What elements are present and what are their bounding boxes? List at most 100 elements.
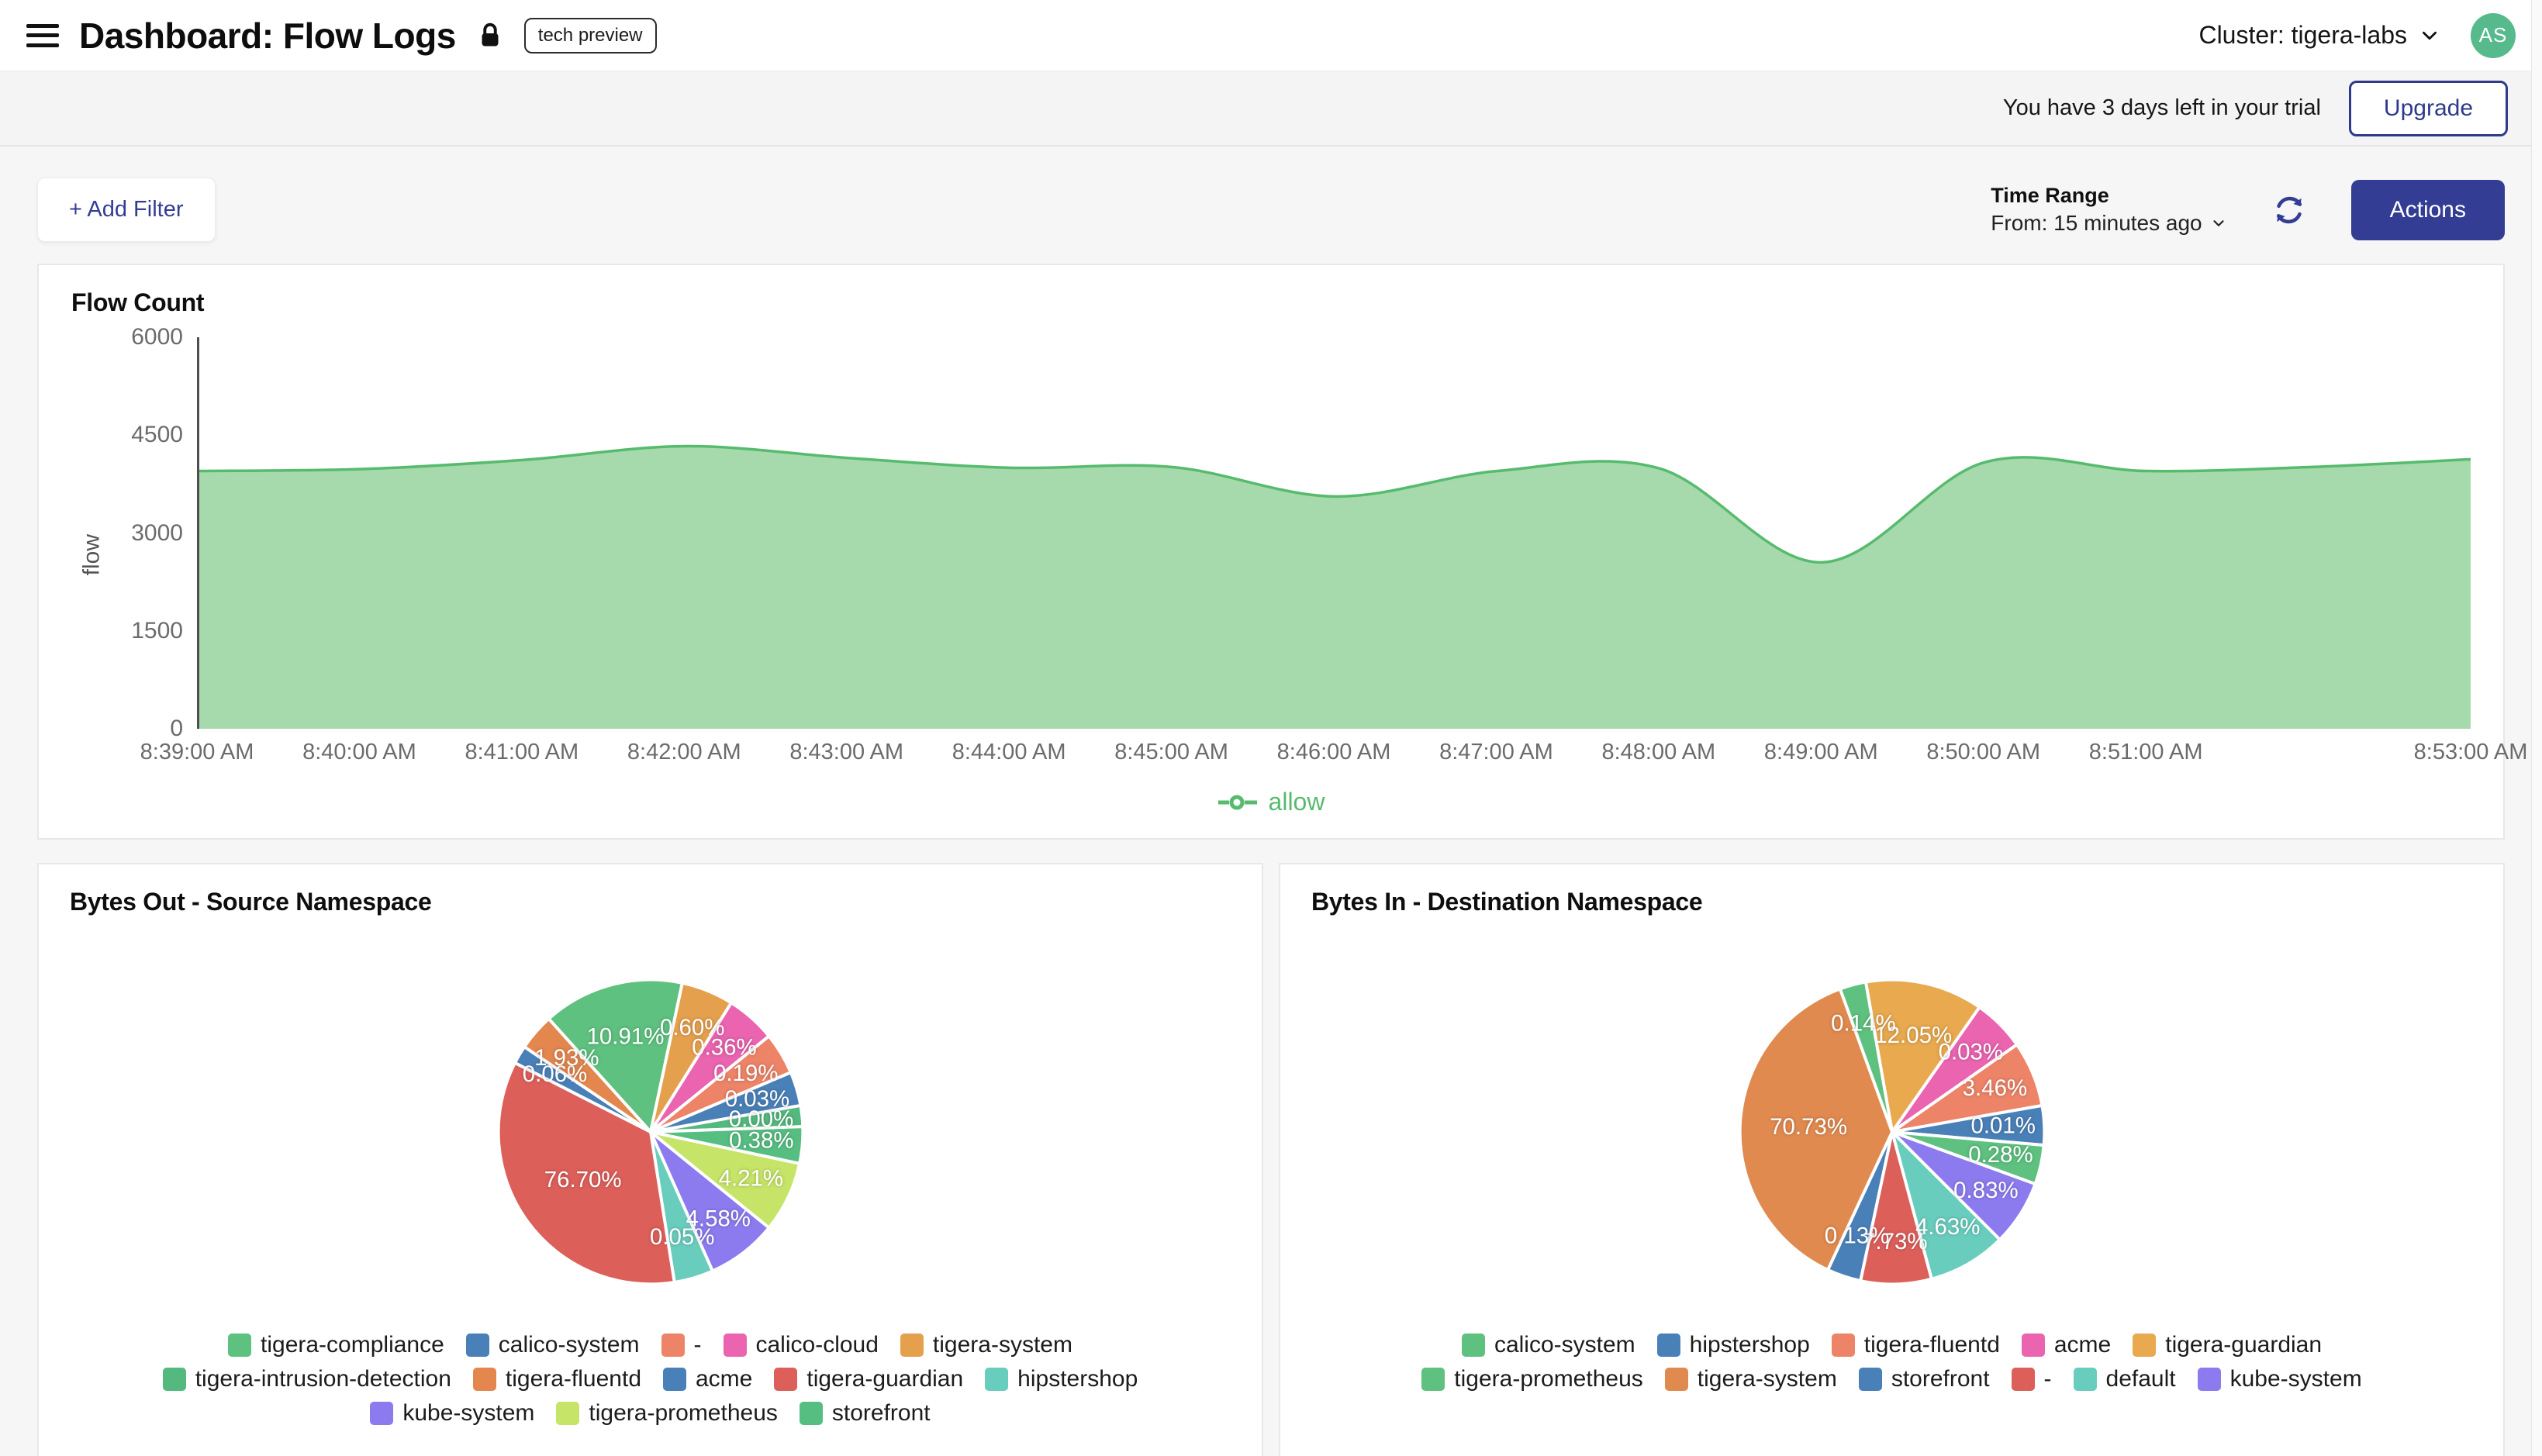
legend-item-tigera-fluentd[interactable]: tigera-fluentd [472,1366,641,1392]
legend-label: storefront [831,1400,931,1426]
pie-slice-tigera-guardian[interactable] [1863,978,1981,1133]
bytes-out-panel: Bytes Out - Source Namespace 10.91% 0.60%… [37,863,1263,1456]
legend-item-kube-system[interactable]: kube-system [2197,1366,2362,1392]
pie-slice-tigera-system[interactable] [1738,987,1894,1271]
avatar[interactable]: AS [2471,12,2516,58]
legend-item-hipstershop[interactable]: hipstershop [1656,1332,1810,1358]
time-range-dropdown[interactable]: From: 15 minutes ago [1991,209,2226,237]
legend-swatch [1421,1368,1445,1391]
legend-item--[interactable]: - [661,1332,702,1358]
main-content: + Add Filter Time Range From: 15 minutes… [0,147,2542,1456]
legend-swatch [900,1334,924,1357]
area-plot[interactable] [197,337,2471,729]
legend-swatch [1831,1334,1855,1357]
x-tick-label: 8:47:00 AM [1439,740,1553,764]
legend-label: hipstershop [1017,1366,1138,1392]
menu-icon[interactable] [26,23,59,47]
refresh-button[interactable] [2271,191,2308,229]
page-title: Dashboard: Flow Logs [79,15,456,56]
legend-label: kube-system [402,1400,535,1426]
pie-slice-label: 0.03% [724,1086,789,1112]
legend-item-calico-system[interactable]: calico-system [1461,1332,1635,1358]
legend-item-tigera-compliance[interactable]: tigera-compliance [228,1332,444,1358]
pie-slice-tigera-guardian[interactable] [496,1061,676,1286]
area-series-allow[interactable] [199,446,2471,729]
legend-item-hipstershop[interactable]: hipstershop [985,1366,1138,1392]
pie-slice-label: 4.21% [718,1165,782,1191]
legend-item-acme[interactable]: acme [663,1366,752,1392]
legend-item--[interactable]: - [2011,1366,2052,1392]
legend-label: storefront [1891,1366,1990,1392]
legend-item-tigera-guardian[interactable]: tigera-guardian [774,1366,963,1392]
legend-label: default [2105,1366,2176,1392]
pie-slice-label: 12.05% [1874,1023,1952,1048]
pie-slice-default[interactable] [1890,1130,2001,1281]
legend-label: tigera-intrusion-detection [195,1366,451,1392]
legend-label: tigera-prometheus [589,1400,778,1426]
legend-swatch [1656,1334,1680,1357]
legend-item-tigera-intrusion-detection[interactable]: tigera-intrusion-detection [162,1366,451,1392]
pie-slice-label: 76.70% [544,1167,621,1192]
bytes-out-pie[interactable]: 10.91%0.60%0.36%0.19%0.03%0.00%0.38% 4.21… [483,964,818,1299]
legend-item-storefront[interactable]: storefront [799,1400,931,1427]
trial-message: You have 3 days left in your trial [2002,95,2321,120]
legend-item-tigera-prometheus[interactable]: tigera-prometheus [1421,1366,1643,1392]
bytes-out-legend: tigera-compliance calico-system - calico-cl… [116,1332,1184,1427]
add-filter-button[interactable]: + Add Filter [37,178,216,242]
x-tick-label: 8:49:00 AM [1763,740,1878,764]
scrollbar[interactable] [2531,0,2542,1456]
pie-slice-label: 70.73% [1770,1114,1847,1140]
area-series-line [199,447,2471,563]
pie-slice-label: 0.38% [729,1127,793,1153]
legend-item-tigera-system[interactable]: tigera-system [900,1332,1072,1358]
legend-item-tigera-prometheus[interactable]: tigera-prometheus [556,1400,778,1427]
legend-label: calico-cloud [755,1332,879,1358]
legend-item-kube-system[interactable]: kube-system [370,1400,534,1427]
legend-swatch [556,1402,580,1425]
pie-slice-label: 0.13% [1824,1223,1888,1249]
legend-swatch [162,1368,186,1391]
bytes-in-title: Bytes In - Destination Namespace [1311,888,1703,916]
actions-button[interactable]: Actions [2350,179,2505,240]
pie-slice-calico-system[interactable] [1838,980,1894,1133]
x-tick-label: 8:46:00 AM [1276,740,1391,764]
legend-item-tigera-system[interactable]: tigera-system [1664,1366,1837,1392]
legend-item-allow[interactable]: allow [71,788,2471,816]
legend-item-calico-cloud[interactable]: calico-cloud [723,1332,879,1358]
legend-item-tigera-guardian[interactable]: tigera-guardian [2133,1332,2322,1358]
pie-slice-label: 0.05% [649,1224,713,1250]
legend-swatch [472,1368,496,1391]
legend-item-default[interactable]: default [2073,1366,2176,1392]
legend-item-acme[interactable]: acme [2021,1332,2111,1358]
legend-label: tigera-compliance [261,1332,444,1358]
flow-count-title: Flow Count [71,288,205,316]
legend-label: tigera-guardian [2165,1332,2323,1358]
legend-label: tigera-guardian [806,1366,964,1392]
app-header: Dashboard: Flow Logs tech preview Cluste… [0,0,2542,71]
pie-slice-tigera-compliance[interactable] [547,978,684,1133]
legend-label: tigera-fluentd [505,1366,641,1392]
pie-slice-label: 1.93% [534,1045,599,1071]
pie-slice-label: 0.19% [713,1061,778,1086]
bytes-in-pie[interactable]: 12.05%0.03% 3.46% 0.01% 0.28% 0.83% 4.63%7.73… [1725,964,2060,1299]
chevron-down-icon [2213,220,2224,226]
pie-slice-label: 0.83% [1953,1178,2018,1203]
time-range: Time Range From: 15 minutes ago [1991,182,2226,237]
tech-preview-badge: tech preview [523,17,657,53]
pie-slice-label: 0.01% [1970,1113,2035,1139]
legend-label: tigera-system [932,1332,1072,1358]
legend-label: calico-system [1494,1332,1635,1358]
upgrade-button[interactable]: Upgrade [2348,80,2508,136]
legend-item-tigera-fluentd[interactable]: tigera-fluentd [1831,1332,2000,1358]
y-tick-label: 0 [170,716,183,741]
cluster-selector[interactable]: Cluster: tigera-labs [2198,21,2440,50]
pie-slice-label: 0.03% [1938,1039,2002,1064]
pie-slice-tigera-fluentd[interactable] [522,1017,652,1133]
legend-item-storefront[interactable]: storefront [1858,1366,1990,1392]
trial-banner: You have 3 days left in your trial Upgra… [0,71,2542,147]
legend-item-calico-system[interactable]: calico-system [465,1332,640,1358]
x-tick-label: 8:48:00 AM [1601,740,1716,764]
legend-swatch [2073,1368,2097,1391]
pie-slice-label: 7.73% [1863,1229,1927,1254]
x-tick-label: 8:39:00 AM [140,740,254,764]
